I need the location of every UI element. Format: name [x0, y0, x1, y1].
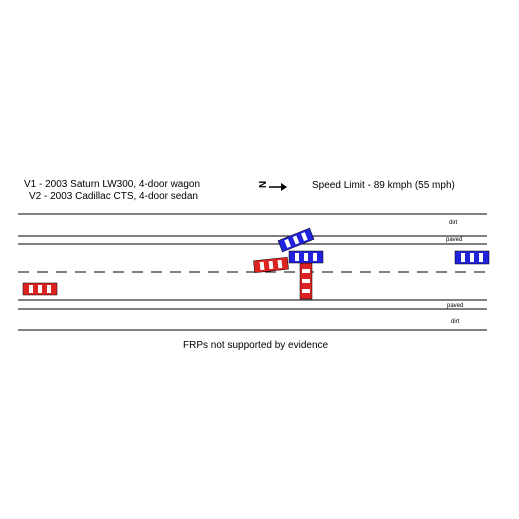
- speed-limit-label: Speed Limit - 89 kmph (55 mph): [312, 180, 455, 191]
- vehicle-2-label: V2 - 2003 Cadillac CTS, 4-door sedan: [29, 191, 198, 202]
- top-paved-label: paved: [446, 237, 462, 243]
- vehicle-1-rest-position: [299, 262, 313, 300]
- vehicle-1-initial-position: [22, 282, 58, 296]
- bottom-dirt-label: dirt: [451, 319, 460, 325]
- top-dirt-label: dirt: [449, 220, 458, 226]
- right-arrow-icon: [269, 183, 287, 191]
- vehicle-2-impact-position: [288, 250, 324, 264]
- vehicle-1-label: V1 - 2003 Saturn LW300, 4-door wagon: [24, 179, 201, 190]
- diagram-caption: FRPs not supported by evidence: [183, 340, 329, 351]
- bottom-paved-label: paved: [447, 303, 463, 309]
- vehicle-2-rest-position: [277, 227, 315, 253]
- north-indicator: N: [256, 180, 288, 194]
- vehicle-2-initial-position: [454, 250, 490, 265]
- vehicle-1-impact-position: [253, 256, 289, 274]
